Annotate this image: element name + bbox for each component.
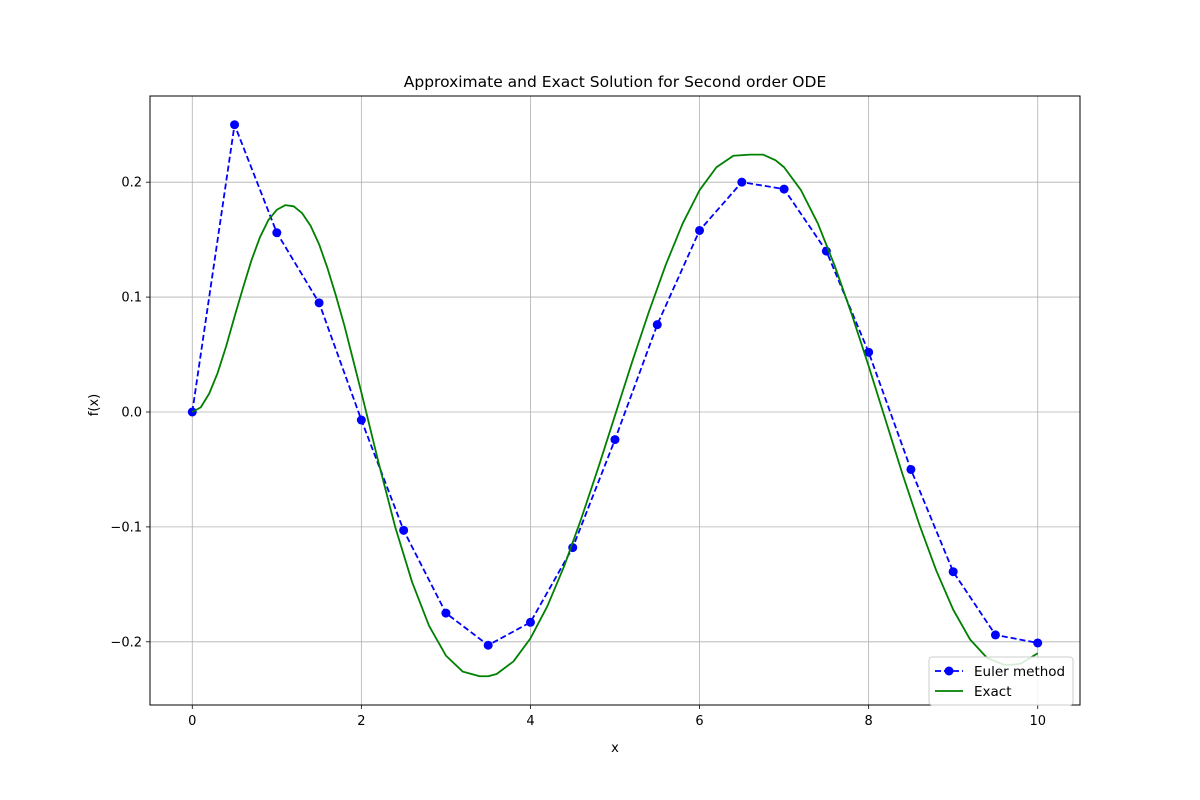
point-euler-method-20 <box>1033 638 1043 648</box>
x-tick-label-1: 2 <box>357 714 365 729</box>
x-tick-label-3: 6 <box>695 714 703 729</box>
legend-label-euler-method: Euler method <box>974 664 1065 680</box>
y-tick-label-3: 0.1 <box>121 291 142 306</box>
ticks: 0 2 4 6 8 10 −0.2 −0.1 0.0 0.1 0.2 <box>110 176 1046 729</box>
point-euler-method-10 <box>610 435 620 445</box>
point-euler-method-18 <box>948 567 958 577</box>
series-layer <box>187 120 1043 678</box>
point-euler-method-11 <box>652 320 662 330</box>
legend-marker-euler-method <box>944 666 954 676</box>
chart-title: Approximate and Exact Solution for Secon… <box>404 73 826 91</box>
point-euler-method-8 <box>525 617 535 627</box>
point-euler-method-3 <box>314 298 324 308</box>
y-tick-label-1: −0.1 <box>110 520 142 535</box>
point-euler-method-12 <box>695 225 705 235</box>
y-tick-label-0: −0.2 <box>110 635 142 650</box>
grid <box>150 96 1080 705</box>
x-tick-label-2: 4 <box>526 714 534 729</box>
series-line-exact <box>191 153 1039 678</box>
y-tick-label-4: 0.2 <box>121 176 142 191</box>
point-euler-method-2 <box>272 228 282 238</box>
legend-label-exact: Exact <box>974 684 1012 700</box>
x-axis-label: x <box>611 741 619 756</box>
point-euler-method-5 <box>399 525 409 535</box>
legend: Euler method Exact <box>928 656 1074 706</box>
x-tick-label-4: 8 <box>864 714 872 729</box>
point-euler-method-4 <box>356 415 366 425</box>
point-euler-method-17 <box>906 464 916 474</box>
plot-area <box>150 96 1080 705</box>
legend-frame <box>928 656 1074 706</box>
x-tick-label-5: 10 <box>1029 714 1046 729</box>
point-euler-method-14 <box>779 184 789 194</box>
plot-frame <box>149 95 1081 706</box>
y-tick-label-2: 0.0 <box>121 405 142 420</box>
point-euler-method-7 <box>483 640 493 650</box>
point-euler-method-6 <box>441 608 451 618</box>
x-tick-label-0: 0 <box>188 714 196 729</box>
point-euler-method-16 <box>864 347 874 357</box>
point-euler-method-13 <box>737 177 747 187</box>
point-euler-method-1 <box>230 120 240 130</box>
y-axis-label: f(x) <box>87 394 102 416</box>
point-euler-method-19 <box>990 630 1000 640</box>
